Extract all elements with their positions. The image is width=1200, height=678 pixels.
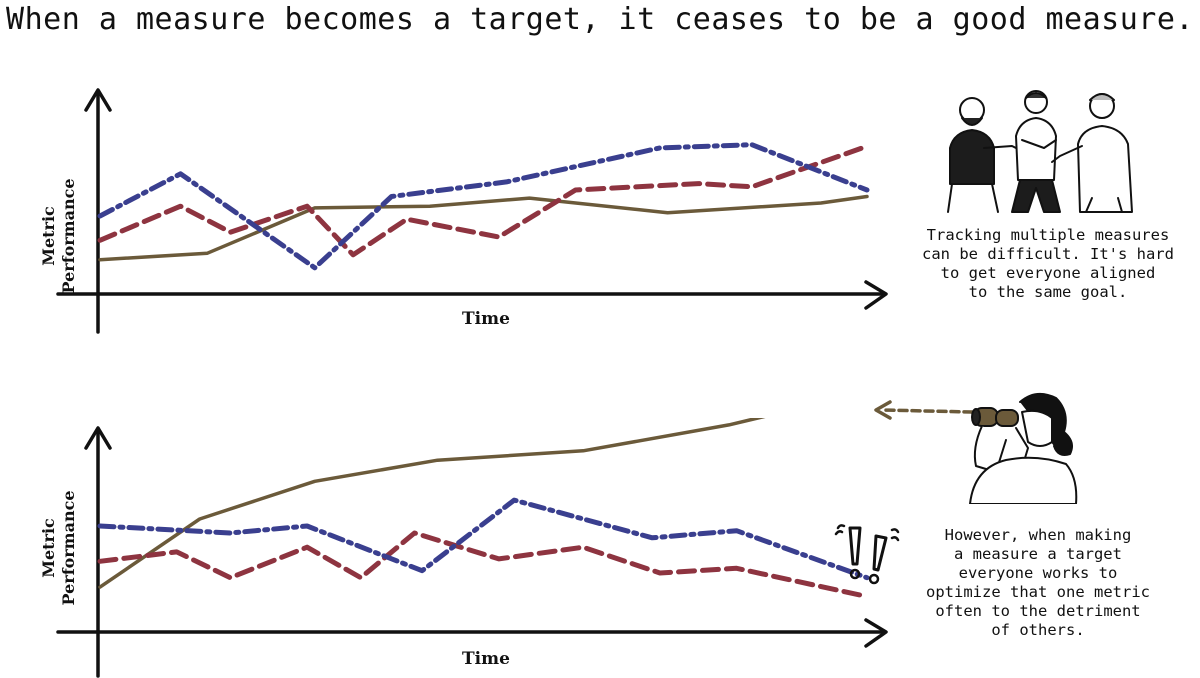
dashed-arrow-icon — [874, 400, 974, 420]
people-arguing-icon — [947, 90, 1133, 213]
series-line-solid — [98, 418, 766, 589]
exclamation-marks-icon — [834, 524, 900, 585]
series-line-dashdot — [97, 142, 870, 271]
top-caption: Tracking multiple measures can be diffic… — [900, 226, 1196, 302]
bottom-x-axis-arrowhead — [864, 618, 888, 648]
top-y-label-line1: Metric — [39, 206, 58, 266]
bottom-y-label-line1: Metric — [39, 518, 58, 578]
bottom-chart: Metric Performance Time — [39, 418, 888, 678]
bottom-caption-line: optimize that one metric — [926, 583, 1150, 601]
bottom-caption-line: everyone works to — [958, 564, 1118, 582]
series-line-dashdot — [97, 497, 870, 581]
bottom-x-label: Time — [462, 649, 510, 669]
bottom-caption-line: However, when making — [944, 526, 1132, 544]
bottom-chart-axes — [56, 426, 888, 678]
top-caption-line: to the same goal. — [968, 283, 1128, 301]
bottom-caption: However, when making a measure a target … — [902, 526, 1174, 640]
top-x-axis-arrowhead — [864, 280, 888, 310]
page-title: When a measure becomes a target, it ceas… — [6, 2, 1194, 37]
series-line-solid — [98, 194, 869, 262]
top-chart-axes — [56, 88, 888, 334]
top-chart: Metric Performance Time — [39, 88, 888, 334]
top-y-axis-arrowhead — [84, 88, 112, 112]
bottom-y-label-line2: Performance — [59, 490, 78, 605]
series-line-dashed — [97, 143, 870, 258]
top-caption-line: can be difficult. It's hard — [922, 245, 1174, 263]
top-chart-plot — [97, 142, 870, 271]
top-x-label: Time — [462, 309, 510, 329]
bottom-caption-line: often to the detriment — [935, 602, 1141, 620]
top-caption-line: Tracking multiple measures — [926, 226, 1170, 244]
bottom-y-axis-arrowhead — [84, 426, 112, 450]
bottom-caption-line: of others. — [991, 621, 1085, 639]
bottom-caption-line: a measure a target — [954, 545, 1122, 563]
bottom-chart-plot — [97, 418, 870, 599]
series-line-dashed — [97, 530, 870, 599]
top-caption-line: to get everyone aligned — [940, 264, 1156, 282]
person-with-binoculars-icon — [969, 392, 1078, 504]
top-y-label-line2: Performance — [59, 178, 78, 293]
